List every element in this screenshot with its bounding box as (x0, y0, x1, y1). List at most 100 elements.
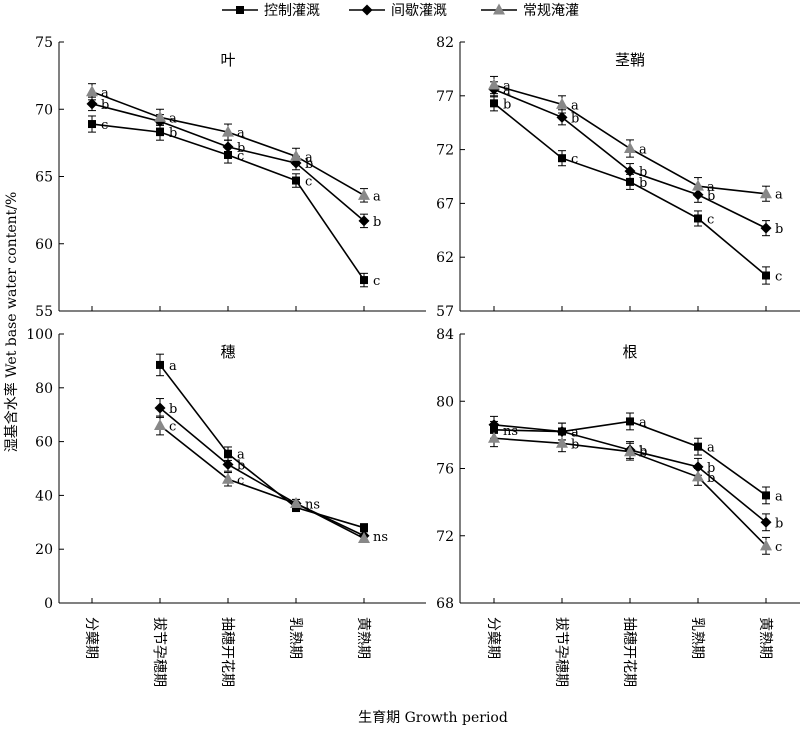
significance-label: a (775, 188, 783, 203)
significance-label: c (237, 149, 244, 164)
significance-label: c (707, 212, 714, 227)
legend-label: 间歇灌溉 (391, 3, 447, 19)
significance-label: c (775, 269, 782, 284)
y-tick-label: 70 (35, 102, 53, 118)
significance-label: c (305, 175, 312, 190)
data-point (222, 141, 234, 153)
significance-label: b (101, 98, 109, 113)
y-tick-label: 76 (436, 462, 454, 478)
data-point (556, 426, 568, 438)
data-point (88, 120, 96, 129)
significance-label: c (571, 152, 578, 167)
y-tick-label: 77 (436, 89, 454, 105)
significance-label: a (639, 143, 647, 158)
significance-label: a (305, 150, 313, 165)
y-tick-label: 65 (35, 170, 53, 186)
significance-label: b (503, 97, 511, 112)
x-category-label: 乳熟期 (287, 617, 303, 659)
data-point (154, 418, 166, 430)
data-point (488, 78, 500, 90)
data-point (694, 442, 702, 451)
data-point (154, 402, 166, 414)
significance-label: b (639, 446, 647, 461)
panel-title: 穗 (220, 343, 235, 361)
x-category-label: 抽穗开花期 (621, 617, 637, 687)
y-tick-label: 0 (44, 596, 53, 612)
series-line (159, 424, 365, 540)
legend-label: 控制灌溉 (264, 3, 320, 19)
data-point (358, 215, 370, 227)
y-tick-label: 100 (26, 327, 53, 343)
significance-label: ns (373, 530, 388, 545)
significance-label: b (707, 471, 715, 486)
significance-label: a (639, 415, 647, 430)
significance-label: b (639, 444, 647, 459)
significance-label: c (775, 540, 782, 555)
panel-title: 茎鞘 (615, 51, 645, 69)
data-point (556, 97, 568, 109)
significance-label: a (571, 426, 579, 441)
y-tick-label: 68 (436, 596, 454, 612)
data-point (556, 436, 568, 448)
data-point (624, 445, 636, 457)
x-axis-title: 生育期 Growth period (358, 710, 508, 726)
significance-label: c (373, 274, 380, 289)
y-tick-label: 62 (436, 250, 454, 266)
y-tick-label: 60 (35, 237, 53, 253)
data-point (624, 142, 636, 154)
x-category-label: 黄熟期 (757, 617, 774, 659)
data-point (694, 214, 702, 223)
significance-label: b (237, 458, 245, 473)
y-tick-label: 40 (35, 488, 53, 504)
y-tick-label: 67 (436, 196, 454, 212)
data-point (624, 165, 636, 177)
data-point (760, 187, 772, 199)
significance-label: a (503, 83, 511, 98)
significance-label: a (237, 448, 245, 463)
significance-label: a (571, 426, 579, 441)
data-point (360, 523, 368, 532)
data-point (626, 177, 634, 186)
y-tick-label: 80 (436, 394, 454, 410)
significance-label: b (639, 165, 647, 180)
data-point (558, 154, 566, 163)
data-point (760, 539, 772, 551)
legend-label: 常规淹灌 (523, 3, 579, 19)
significance-label: b (571, 437, 579, 452)
series-line (493, 423, 767, 523)
data-point (224, 449, 232, 458)
significance-label: a (373, 189, 381, 204)
x-category-label: 拔节孕穗期 (553, 617, 569, 687)
significance-label: a (101, 86, 109, 101)
data-point (760, 222, 772, 234)
data-point (224, 150, 232, 159)
x-category-label: 拔节孕穗期 (151, 617, 167, 687)
x-category-label: 分蘖期 (485, 617, 501, 659)
significance-label: b (639, 176, 647, 191)
y-tick-label: 20 (35, 542, 53, 558)
legend-marker (493, 3, 505, 15)
significance-label: b (169, 126, 177, 141)
significance-label: a (707, 180, 715, 195)
data-point (222, 458, 234, 470)
y-tick-label: 75 (35, 35, 53, 51)
panel-title: 根 (622, 343, 637, 361)
data-point (86, 85, 98, 97)
data-point (692, 470, 704, 482)
data-point (488, 419, 500, 431)
data-point (222, 472, 234, 484)
data-point (360, 276, 368, 285)
data-point (358, 188, 370, 200)
y-tick-label: 80 (35, 381, 53, 397)
significance-label: b (237, 141, 245, 156)
significance-label: b (571, 111, 579, 126)
data-point (86, 98, 98, 110)
data-point (156, 360, 164, 369)
significance-label: c (101, 118, 108, 133)
data-point (156, 128, 164, 137)
x-category-label: 分蘖期 (83, 617, 99, 659)
data-point (358, 531, 370, 543)
significance-label: a (503, 79, 511, 94)
data-point (556, 111, 568, 123)
